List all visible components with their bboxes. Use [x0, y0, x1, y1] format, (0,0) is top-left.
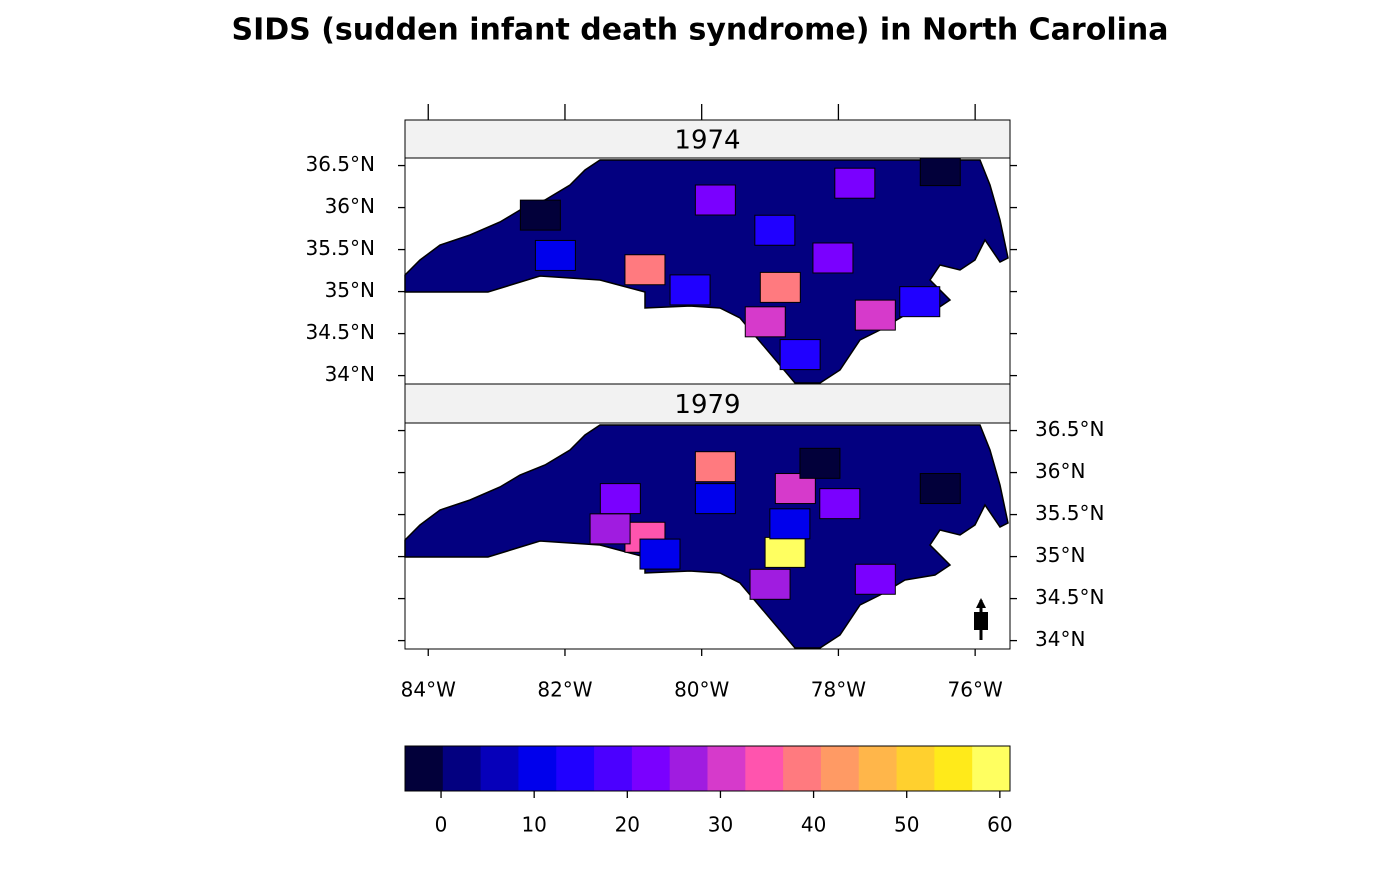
county [589, 513, 631, 545]
county [669, 274, 711, 306]
county [694, 451, 736, 483]
county [534, 239, 576, 271]
county [639, 538, 681, 570]
county [519, 199, 561, 231]
county [834, 167, 876, 199]
colorkey-tick-label: 10 [521, 813, 546, 837]
y-tick-label: 35.5°N [1035, 501, 1105, 525]
colorkey-bin [518, 746, 557, 791]
county [749, 568, 791, 600]
chart-title: SIDS (sudden infant death syndrome) in N… [231, 13, 1168, 48]
colorkey-tick-label: 60 [987, 813, 1012, 837]
strip [404, 119, 1011, 159]
y-tick-label: 36.5°N [1035, 417, 1105, 441]
colorkey-bin [896, 746, 935, 791]
colorkey-tick-label: 30 [708, 813, 733, 837]
county [599, 483, 641, 515]
county [694, 483, 736, 515]
y-tick-label: 34°N [1035, 627, 1085, 651]
panel: 1979 34°N 34.5°N 35°N 35.5°N 36°N 36.5°N 84°W 82… [398, 383, 1105, 702]
colorkey-bin [972, 746, 1011, 791]
colorkey-bin [669, 746, 708, 791]
north-arrow [974, 598, 988, 640]
colorkey-bin [442, 746, 482, 791]
colorkey-bin [594, 746, 633, 791]
strip [404, 383, 1011, 424]
x-tick-label: 80°W [674, 678, 729, 702]
county [624, 254, 666, 286]
y-tick-label: 34.5°N [306, 320, 376, 344]
y-tick-label: 36.5°N [306, 152, 376, 176]
county [812, 242, 854, 274]
x-tick-label: 84°W [401, 678, 456, 702]
colorkey-tick-label: 50 [894, 813, 919, 837]
county [744, 306, 786, 338]
colorkey-tick-label: 20 [615, 813, 640, 837]
x-tick-label: 76°W [948, 678, 1003, 702]
county [899, 286, 941, 318]
strip-label: 1979 [674, 390, 740, 420]
colorkey-tick-label: 40 [801, 813, 826, 837]
county [919, 473, 961, 505]
colorkey-bin [783, 746, 822, 791]
panel: 1974 34°N 34.5°N 35°N 35.5°N 36°N 36.5°N [306, 104, 1017, 386]
y-tick-label: 34.5°N [1035, 585, 1105, 609]
colorkey-bin [745, 746, 784, 791]
colorkey-bin [631, 746, 671, 791]
county [854, 299, 896, 331]
y-tick-label: 36°N [1035, 459, 1085, 483]
colorkey-bin [820, 746, 860, 791]
county [694, 184, 736, 216]
colorkey-bin [480, 746, 519, 791]
colorkey-bin [858, 746, 898, 791]
x-tick-label: 82°W [537, 678, 592, 702]
colorkey-bin [556, 746, 595, 791]
colorkey-bin [405, 746, 444, 791]
colorkey-frame [404, 745, 1011, 792]
strip-label: 1974 [674, 126, 740, 156]
y-tick-label: 34°N [325, 362, 375, 386]
y-tick-label: 36°N [325, 194, 375, 218]
county [854, 563, 896, 595]
y-tick-label: 35°N [325, 278, 375, 302]
x-tick-label: 78°W [811, 678, 866, 702]
y-tick-label: 35.5°N [306, 236, 376, 260]
colorkey-tick-label: 0 [435, 813, 448, 837]
county [769, 508, 811, 540]
colorkey-bin [707, 746, 746, 791]
colorkey-bin [934, 746, 973, 791]
county [779, 339, 821, 371]
county [759, 271, 801, 303]
county [819, 488, 861, 520]
county [754, 214, 796, 246]
county [919, 155, 961, 187]
y-tick-label: 35°N [1035, 543, 1085, 567]
county [764, 536, 806, 568]
county [799, 447, 841, 479]
